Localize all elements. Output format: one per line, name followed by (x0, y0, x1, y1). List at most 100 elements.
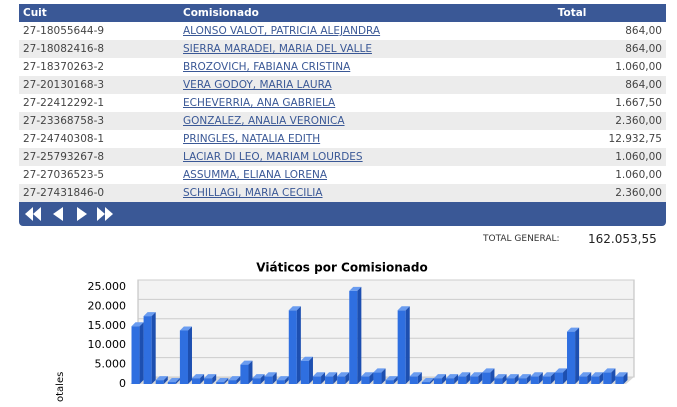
bar-side (212, 374, 217, 384)
table-row: 27-24740308-1 PRINGLES, NATALIA EDITH 12.9… (19, 130, 666, 148)
bar (191, 374, 205, 384)
cell: 1.667,50 (615, 97, 662, 109)
bar-side (405, 306, 410, 384)
bar (325, 372, 338, 384)
bar (252, 374, 265, 384)
bar-front (155, 380, 164, 384)
name-link[interactable]: BROZOVICH, FABIANA CRISTINA (183, 61, 351, 73)
bar-front (204, 378, 213, 384)
cell: 27-18370263-2 (23, 61, 105, 73)
bar-side (550, 372, 555, 384)
last-page[interactable] (105, 207, 113, 221)
bar-front (518, 378, 527, 384)
first-page[interactable] (25, 207, 33, 221)
next-page[interactable] (77, 207, 87, 221)
bar-front (409, 376, 418, 384)
bar-side (429, 378, 434, 384)
cell: 27-24740308-1 (23, 133, 105, 145)
cell: BROZOVICH, FABIANA CRISTINA (179, 58, 554, 76)
bar-top (603, 368, 616, 373)
cell: 27-27036523-5 (23, 169, 105, 181)
bar-top (216, 378, 229, 383)
cell: LACIAR DI LEO, MARIAM LOURDES (179, 148, 554, 166)
bar-top (554, 368, 568, 373)
bar-front (567, 331, 576, 384)
bar-front (216, 382, 225, 384)
bar (312, 372, 326, 384)
bar-top (288, 306, 301, 311)
bar-front (458, 376, 467, 384)
name-link[interactable]: GONZALEZ, ANALIA VERONICA (183, 115, 345, 127)
bar (337, 372, 350, 384)
bar-front (167, 382, 176, 384)
col-header: Comisionado (179, 4, 554, 22)
bar-side (526, 374, 531, 384)
bar (361, 372, 374, 384)
bar-front (397, 310, 406, 384)
name-link[interactable]: ECHEVERRIA, ANA GABRIELA (183, 97, 336, 109)
bar-front (228, 380, 237, 384)
bar (567, 327, 580, 384)
pager-icons (25, 207, 113, 221)
bar-front (312, 376, 322, 384)
name-link[interactable]: PRINGLES, NATALIA EDITH (183, 133, 321, 145)
bar (143, 312, 156, 384)
bar-front (433, 378, 443, 384)
cell: GONZALEZ, ANALIA VERONICA (179, 112, 554, 130)
bar-side (611, 368, 616, 384)
bar-front (264, 376, 273, 384)
bar (446, 374, 459, 384)
bar-side (478, 372, 483, 384)
bar (542, 372, 555, 384)
cell: 864,00 (553, 76, 666, 94)
name-link[interactable]: SIERRA MARADEI, MARIA DEL VALLE (183, 43, 372, 55)
bar-side (200, 374, 205, 384)
cell: ASSUMMA, ELIANA LORENA (179, 166, 554, 184)
cell: VERA GODOY, MARIA LAURA (179, 76, 554, 94)
first-page[interactable] (33, 207, 41, 221)
bar (494, 374, 507, 384)
name-link[interactable]: SCHILLAGI, MARIA CECILIA (183, 187, 323, 199)
name-link[interactable]: LACIAR DI LEO, MARIAM LOURDES (183, 151, 363, 163)
bar-front (240, 364, 249, 384)
cell: ALONSO VALOT, PATRICIA ALEJANDRA (179, 22, 554, 40)
cell: 864,00 (553, 40, 666, 58)
chart: Viáticos por Comisionado otales 0 5.000 10… (55, 261, 635, 402)
bar-top (240, 360, 253, 365)
bar-side (236, 376, 241, 384)
last-page[interactable] (97, 207, 105, 221)
bar-side (296, 306, 301, 384)
total-label: TOTAL GENERAL: (483, 234, 560, 244)
total-value: 162.053,55 (588, 232, 657, 246)
bar-side (514, 374, 519, 384)
prev-page[interactable] (53, 207, 63, 221)
bar-side (284, 376, 289, 384)
bar-top (542, 372, 555, 377)
bar (470, 372, 483, 384)
bar-top (518, 374, 531, 379)
bar-top (397, 306, 410, 311)
name-link[interactable]: ALONSO VALOT, PATRICIA ALEJANDRA (183, 25, 381, 37)
bar (349, 286, 362, 384)
cell: PRINGLES, NATALIA EDITH (179, 130, 554, 148)
y-axis-label: otales (55, 372, 66, 402)
y-tick-label: 0 (119, 377, 126, 390)
bar-side (575, 327, 580, 384)
name-link[interactable]: ASSUMMA, ELIANA LORENA (183, 169, 328, 181)
bar-side (466, 372, 471, 384)
bar-side (260, 374, 265, 384)
name-link[interactable]: VERA GODOY, MARIA LAURA (183, 79, 332, 91)
bar (615, 372, 628, 384)
bar (591, 372, 604, 384)
bar (240, 360, 253, 384)
bar-top (615, 372, 628, 377)
bar (385, 376, 398, 384)
bar-front (131, 326, 140, 384)
cell: 2.360,00 (553, 112, 666, 130)
y-tick-label: 15.000 (88, 319, 127, 332)
bar-top (167, 378, 180, 383)
bar-top (204, 374, 217, 379)
bar-top (264, 372, 277, 377)
table-row: 27-27036523-5 ASSUMMA, ELIANA LORENA 1.060… (19, 166, 666, 184)
bar-top (421, 378, 434, 383)
